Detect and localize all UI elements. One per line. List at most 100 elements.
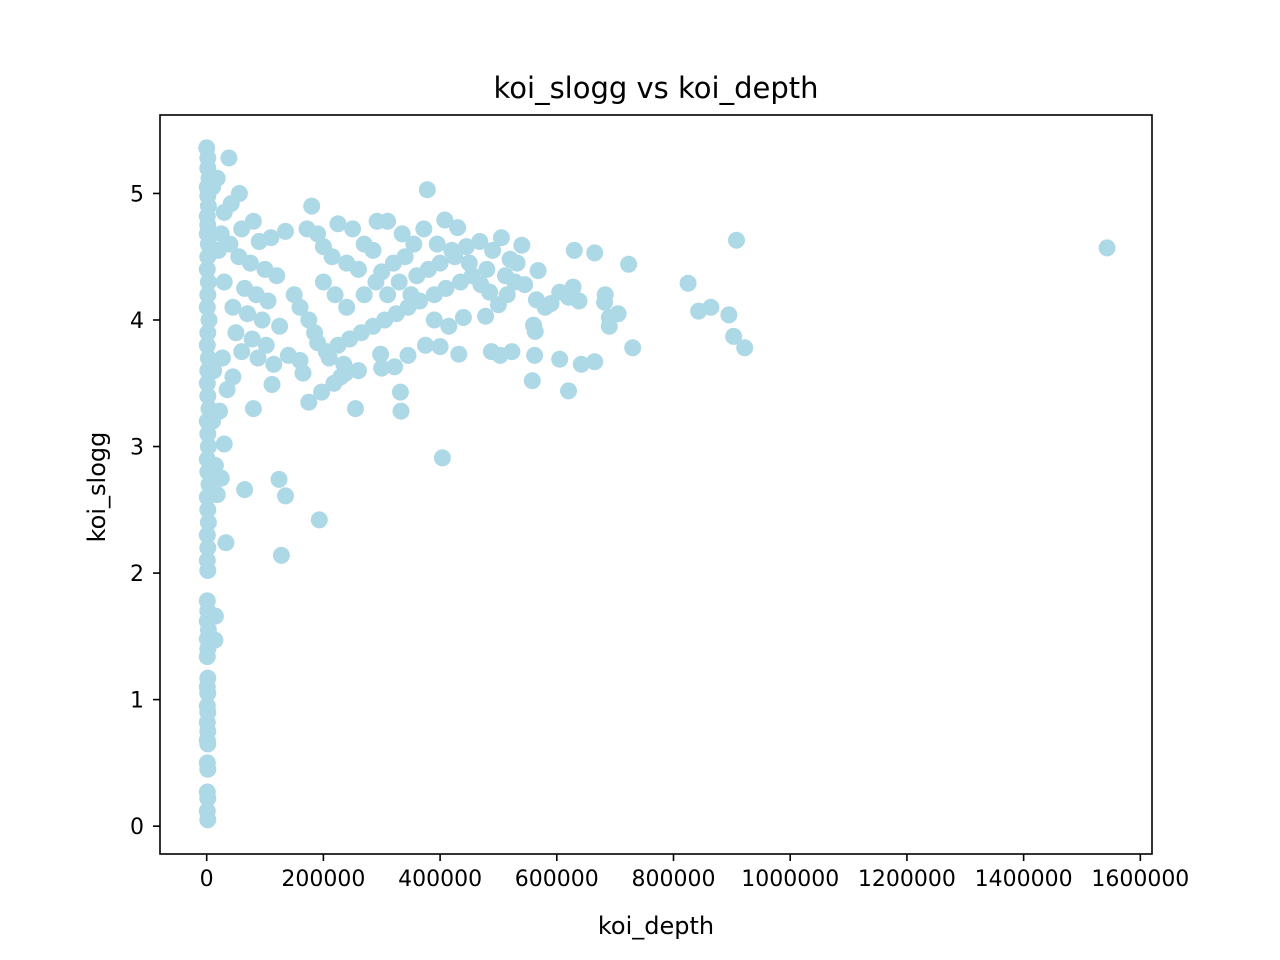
scatter-point bbox=[372, 345, 390, 363]
scatter-point bbox=[206, 631, 224, 649]
scatter-point bbox=[450, 345, 468, 363]
scatter-point bbox=[460, 254, 478, 272]
scatter-point bbox=[492, 229, 510, 247]
scatter-point bbox=[326, 286, 344, 304]
scatter-point bbox=[523, 372, 541, 390]
x-tick-label: 600000 bbox=[515, 867, 599, 892]
scatter-point bbox=[199, 324, 217, 342]
scatter-point bbox=[208, 486, 226, 504]
scatter-point bbox=[373, 359, 391, 377]
scatter-point bbox=[198, 374, 216, 392]
scatter-point bbox=[306, 324, 324, 342]
scatter-point bbox=[205, 362, 223, 380]
x-tick-label: 1400000 bbox=[975, 867, 1073, 892]
scatter-point bbox=[199, 539, 217, 557]
scatter-point bbox=[199, 684, 217, 702]
scatter-point bbox=[349, 362, 367, 380]
scatter-points bbox=[198, 139, 1116, 829]
scatter-point bbox=[233, 220, 251, 238]
y-axis-ticks: 0 1 2 3 4 5 bbox=[130, 182, 160, 840]
scatter-point bbox=[309, 225, 327, 243]
scatter-point bbox=[1098, 239, 1116, 257]
chart-title: koi_slogg vs koi_depth bbox=[494, 71, 819, 105]
scatter-point bbox=[392, 402, 410, 420]
scatter-point bbox=[206, 457, 224, 474]
scatter-point bbox=[303, 197, 321, 215]
x-tick-label: 1000000 bbox=[741, 867, 839, 892]
scatter-point bbox=[199, 735, 217, 753]
scatter-point bbox=[215, 273, 233, 291]
scatter-point bbox=[402, 286, 420, 304]
scatter-point bbox=[449, 219, 467, 237]
scatter-point bbox=[320, 349, 338, 367]
scatter-point bbox=[446, 248, 464, 266]
scatter-point bbox=[253, 311, 271, 329]
scatter-point bbox=[425, 311, 443, 329]
scatter-point bbox=[220, 149, 238, 167]
scatter-point bbox=[215, 435, 233, 453]
scatter-point bbox=[209, 241, 227, 259]
scatter-point bbox=[199, 760, 217, 778]
scatter-point bbox=[526, 346, 544, 364]
scatter-point bbox=[271, 317, 289, 335]
scatter-point bbox=[415, 220, 433, 238]
x-tick-label: 400000 bbox=[398, 867, 482, 892]
scatter-point bbox=[236, 481, 254, 499]
scatter-point bbox=[484, 241, 502, 259]
scatter-point bbox=[560, 382, 577, 400]
scatter-point bbox=[391, 383, 409, 401]
scatter-point bbox=[355, 286, 373, 304]
x-axis-label: koi_depth bbox=[598, 912, 714, 940]
scatter-point bbox=[265, 355, 283, 373]
scatter-point bbox=[349, 260, 367, 278]
scatter-point bbox=[198, 648, 216, 666]
x-tick-label: 0 bbox=[200, 867, 214, 892]
scatter-point bbox=[300, 393, 318, 411]
scatter-point bbox=[393, 225, 411, 243]
scatter-point bbox=[204, 178, 221, 196]
scatter-point bbox=[199, 387, 217, 405]
scatter-point bbox=[206, 607, 224, 625]
scatter-point bbox=[272, 546, 290, 564]
scatter-point bbox=[529, 262, 547, 280]
x-tick-label: 200000 bbox=[281, 867, 365, 892]
scatter-point bbox=[227, 324, 245, 342]
scatter-point bbox=[396, 248, 414, 266]
scatter-point bbox=[262, 229, 280, 247]
scatter-point bbox=[199, 273, 217, 291]
scatter-point bbox=[496, 267, 514, 285]
scatter-point bbox=[572, 355, 590, 373]
scatter-point bbox=[399, 346, 417, 364]
scatter-point bbox=[702, 298, 720, 316]
scatter-point bbox=[199, 562, 217, 579]
scatter-point bbox=[310, 511, 328, 529]
scatter-point bbox=[513, 236, 531, 254]
scatter-point bbox=[199, 811, 217, 829]
scatter-point bbox=[508, 254, 526, 272]
scatter-point bbox=[452, 273, 469, 291]
scatter-point bbox=[624, 339, 642, 357]
scatter-point bbox=[364, 241, 382, 259]
scatter-point bbox=[294, 364, 312, 382]
scatter-point bbox=[498, 286, 516, 304]
scatter-point bbox=[198, 298, 216, 316]
scatter-point bbox=[586, 353, 604, 371]
x-tick-label: 800000 bbox=[632, 867, 716, 892]
scatter-point bbox=[338, 298, 356, 316]
scatter-point bbox=[454, 309, 472, 326]
scatter-point bbox=[291, 298, 309, 316]
y-tick-label: 0 bbox=[130, 815, 144, 840]
y-tick-label: 1 bbox=[130, 689, 144, 714]
scatter-point bbox=[199, 501, 217, 519]
scatter-point bbox=[224, 368, 242, 386]
scatter-point bbox=[347, 400, 364, 418]
y-axis-label: koi_slogg bbox=[83, 432, 111, 543]
scatter-point bbox=[218, 381, 236, 399]
scatter-point bbox=[526, 322, 544, 340]
scatter-point bbox=[199, 514, 217, 531]
scatter-point bbox=[609, 305, 627, 323]
scatter-point bbox=[199, 286, 217, 304]
scatter-point bbox=[570, 292, 588, 310]
scatter-point bbox=[215, 203, 233, 221]
